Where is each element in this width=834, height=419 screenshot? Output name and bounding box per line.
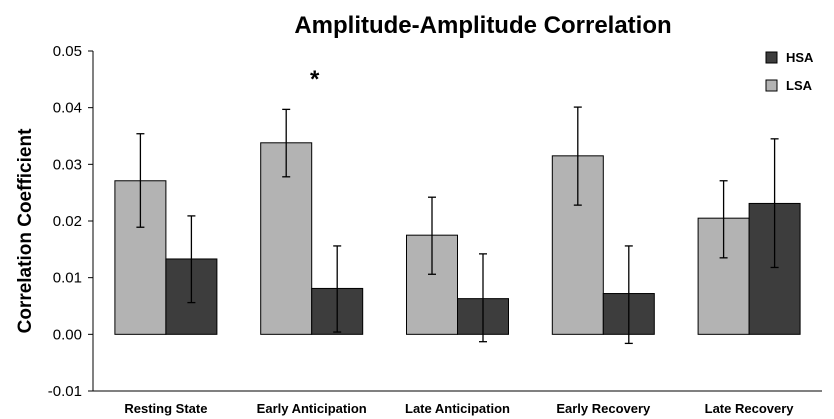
legend-swatch-hsa (765, 51, 778, 64)
x-tick-label: Late Recovery (705, 401, 795, 416)
y-tick-label: 0.05 (53, 43, 82, 60)
y-axis-label: Correlation Coefficient (15, 128, 36, 333)
legend-label-hsa: HSA (786, 50, 814, 65)
y-tick-label: 0.02 (53, 213, 82, 230)
annotations: * (310, 66, 320, 93)
axes: 0.05 0.04 0.03 0.02 0.01 0.00 -0.01 (48, 43, 822, 400)
y-tick-label: -0.01 (48, 383, 82, 400)
x-tick-label: Early Anticipation (257, 401, 367, 416)
significance-asterisk: * (310, 66, 320, 93)
error-bars-group (136, 106, 779, 345)
y-tick-label: 0.00 (53, 326, 82, 343)
legend: HSA LSA (765, 50, 814, 93)
y-tick-label: 0.03 (53, 156, 82, 173)
legend-label-lsa: LSA (786, 78, 813, 93)
y-tick-label: 0.04 (53, 100, 82, 117)
y-tick-label: 0.01 (53, 270, 82, 287)
x-tick-label: Late Anticipation (405, 401, 510, 416)
x-tick-label: Resting State (124, 401, 207, 416)
x-tick-label: Early Recovery (556, 401, 651, 416)
x-tick-labels: Resting State Early Anticipation Late Anti… (124, 401, 794, 416)
chart-title: Amplitude-Amplitude Correlation (294, 12, 671, 39)
legend-swatch-lsa (765, 79, 778, 92)
bars-group (114, 142, 801, 335)
